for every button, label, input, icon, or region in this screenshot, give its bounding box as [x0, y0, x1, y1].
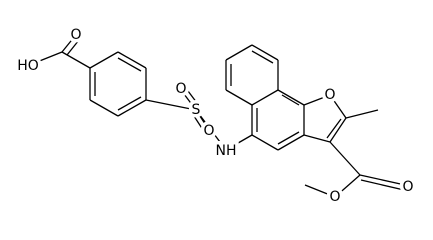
atom-label: O: [175, 81, 186, 97]
atom-label: HO: [17, 58, 39, 74]
atom-label: O: [402, 179, 413, 195]
atom-label: O: [70, 27, 81, 43]
molecule-diagram: HO O O S O NH O O O: [14, 24, 417, 209]
atom-labels: HO O O S O NH O O O: [14, 24, 417, 209]
atom-label: S: [192, 102, 201, 118]
atom-label: NH: [216, 143, 237, 159]
atom-label: O: [329, 189, 340, 205]
atom-label: O: [324, 87, 335, 103]
bonds: [31, 35, 406, 198]
atom-label: O: [203, 123, 214, 139]
